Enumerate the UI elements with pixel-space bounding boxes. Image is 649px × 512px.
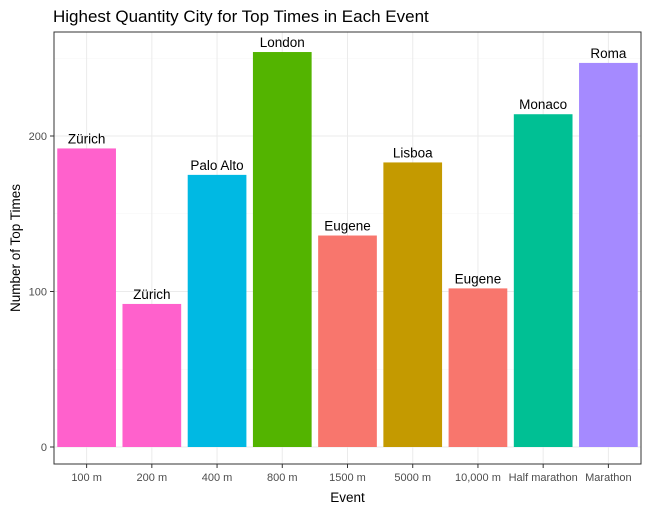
bars	[57, 52, 638, 447]
y-axis: 0 100 200	[29, 131, 54, 454]
bar-label: Eugene	[455, 271, 502, 286]
bar	[187, 174, 247, 447]
bar-label: London	[260, 35, 305, 50]
bar-label: Palo Alto	[190, 158, 243, 173]
bar	[579, 62, 638, 447]
y-tick-label: 100	[29, 287, 47, 299]
bar-label: Zürich	[133, 287, 171, 302]
x-tick-label: 400 m	[202, 472, 233, 484]
chart-title: Highest Quantity City for Top Times in E…	[53, 7, 429, 26]
bar	[57, 148, 116, 447]
x-axis: 100 m 200 m 400 m 800 m 1500 m 5000 m 10,000 m…	[71, 464, 632, 484]
y-axis-title: Number of Top Times	[8, 184, 23, 312]
bar	[383, 162, 443, 447]
x-tick-label: Half marathon	[509, 472, 578, 484]
bar	[252, 52, 312, 447]
x-axis-title: Event	[330, 490, 365, 505]
bar	[448, 288, 508, 447]
bar-label: Zürich	[68, 131, 106, 146]
x-tick-label: 800 m	[267, 472, 298, 484]
bar-labels: Zürich Zürich Palo Alto London Eugene Lisboa E…	[68, 35, 627, 302]
y-tick-label: 0	[41, 442, 47, 454]
bar-label: Monaco	[519, 97, 567, 112]
x-tick-label: 5000 m	[394, 472, 431, 484]
x-tick-label: 200 m	[137, 472, 168, 484]
x-tick-label: 1500 m	[329, 472, 366, 484]
x-tick-label: 100 m	[71, 472, 102, 484]
bar	[513, 114, 573, 447]
bar-label: Eugene	[324, 219, 371, 234]
bar-label: Roma	[590, 46, 627, 61]
x-tick-label: Marathon	[585, 472, 631, 484]
bar	[318, 235, 377, 447]
bar-label: Lisboa	[393, 145, 433, 160]
bar	[122, 303, 182, 447]
x-tick-label: 10,000 m	[455, 472, 501, 484]
y-tick-label: 200	[29, 131, 47, 143]
